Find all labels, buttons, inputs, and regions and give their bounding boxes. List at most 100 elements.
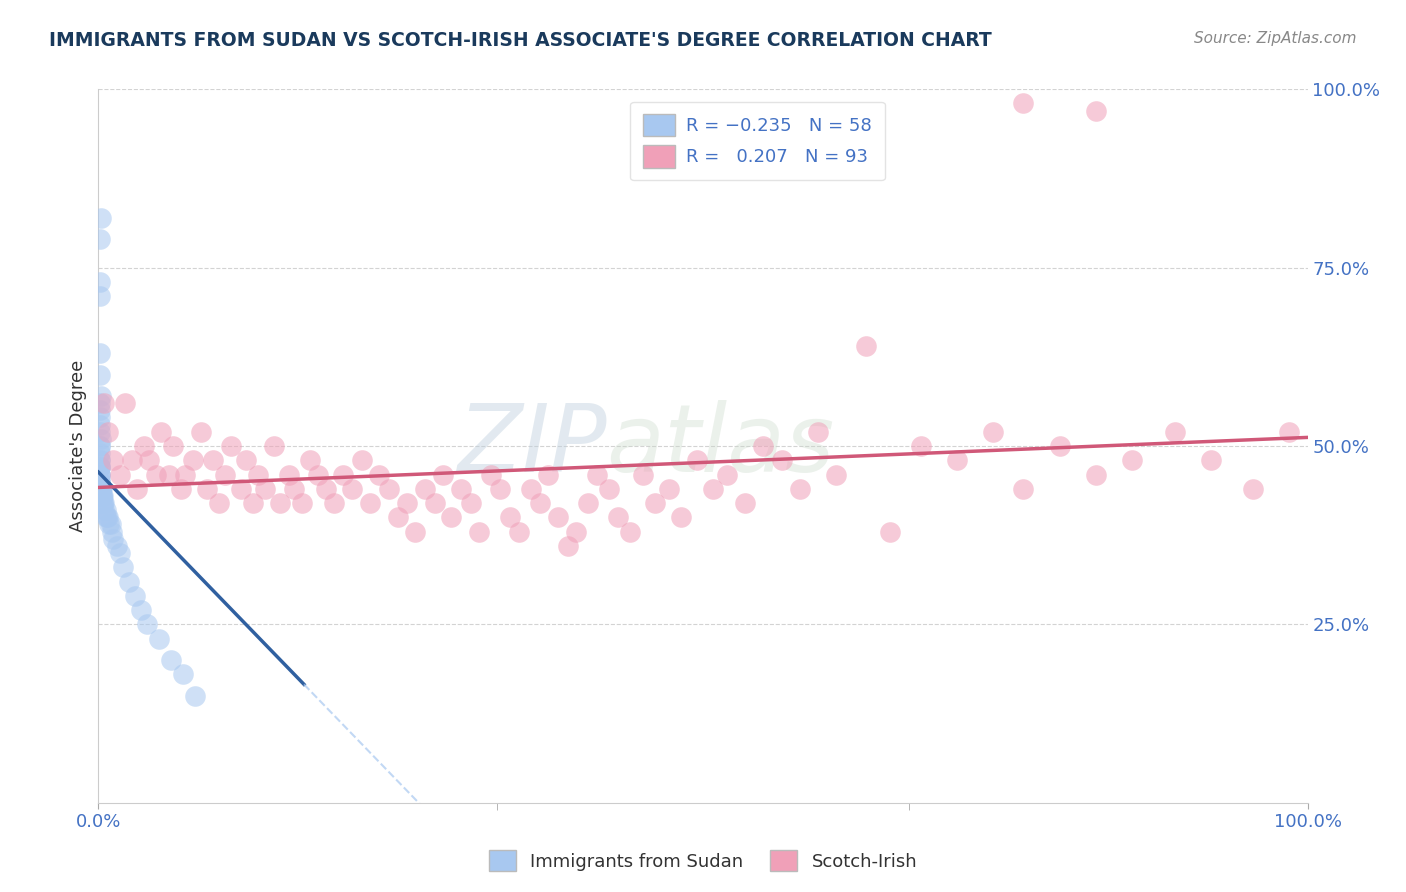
- Point: [254, 482, 277, 496]
- Point: [100, 524, 122, 539]
- Point: [395, 496, 418, 510]
- Point: [89, 460, 111, 475]
- Point: [1163, 425, 1185, 439]
- Point: [89, 467, 111, 482]
- Point: [118, 574, 141, 589]
- Point: [734, 496, 756, 510]
- Point: [138, 453, 160, 467]
- Point: [114, 396, 136, 410]
- Point: [202, 453, 225, 467]
- Point: [90, 389, 112, 403]
- Point: [607, 510, 630, 524]
- Point: [93, 396, 115, 410]
- Point: [97, 425, 120, 439]
- Point: [90, 482, 112, 496]
- Point: [770, 453, 793, 467]
- Point: [129, 603, 152, 617]
- Point: [90, 211, 112, 225]
- Point: [404, 524, 426, 539]
- Point: [90, 432, 112, 446]
- Point: [283, 482, 305, 496]
- Point: [716, 467, 738, 482]
- Y-axis label: Associate's Degree: Associate's Degree: [69, 359, 87, 533]
- Point: [807, 425, 830, 439]
- Point: [342, 482, 364, 496]
- Point: [91, 489, 114, 503]
- Legend: R = −0.235   N = 58, R =   0.207   N = 93: R = −0.235 N = 58, R = 0.207 N = 93: [630, 102, 884, 180]
- Point: [105, 539, 128, 553]
- Point: [308, 467, 330, 482]
- Point: [789, 482, 811, 496]
- Point: [89, 460, 111, 475]
- Point: [91, 489, 114, 503]
- Point: [124, 589, 146, 603]
- Legend: Immigrants from Sudan, Scotch-Irish: Immigrants from Sudan, Scotch-Irish: [481, 843, 925, 879]
- Point: [208, 496, 231, 510]
- Point: [134, 439, 156, 453]
- Point: [91, 496, 114, 510]
- Point: [89, 232, 111, 246]
- Point: [89, 453, 111, 467]
- Point: [332, 467, 354, 482]
- Point: [145, 467, 167, 482]
- Point: [278, 467, 301, 482]
- Point: [181, 453, 204, 467]
- Point: [299, 453, 322, 467]
- Point: [157, 467, 180, 482]
- Text: IMMIGRANTS FROM SUDAN VS SCOTCH-IRISH ASSOCIATE'S DEGREE CORRELATION CHART: IMMIGRANTS FROM SUDAN VS SCOTCH-IRISH AS…: [49, 31, 993, 50]
- Point: [100, 517, 122, 532]
- Text: atlas: atlas: [606, 401, 835, 491]
- Point: [529, 496, 551, 510]
- Point: [94, 510, 117, 524]
- Point: [91, 489, 114, 503]
- Point: [1012, 96, 1035, 111]
- Point: [423, 496, 446, 510]
- Point: [377, 482, 399, 496]
- Point: [1121, 453, 1143, 467]
- Point: [160, 653, 183, 667]
- Point: [93, 503, 115, 517]
- Point: [368, 467, 391, 482]
- Point: [89, 467, 111, 482]
- Point: [413, 482, 436, 496]
- Point: [1241, 482, 1264, 496]
- Point: [89, 396, 111, 410]
- Point: [94, 503, 117, 517]
- Point: [89, 425, 111, 439]
- Point: [1085, 103, 1108, 118]
- Text: ZIP: ZIP: [457, 401, 606, 491]
- Point: [91, 496, 114, 510]
- Point: [89, 439, 111, 453]
- Point: [89, 453, 111, 467]
- Point: [221, 439, 243, 453]
- Point: [360, 496, 382, 510]
- Point: [520, 482, 543, 496]
- Point: [91, 482, 114, 496]
- Point: [619, 524, 641, 539]
- Point: [89, 403, 111, 417]
- Point: [290, 496, 312, 510]
- Point: [825, 467, 848, 482]
- Point: [89, 410, 111, 425]
- Point: [89, 368, 111, 382]
- Point: [855, 339, 877, 353]
- Point: [658, 482, 681, 496]
- Point: [229, 482, 252, 496]
- Point: [89, 467, 111, 482]
- Point: [242, 496, 264, 510]
- Point: [89, 439, 111, 453]
- Point: [450, 482, 472, 496]
- Point: [1012, 482, 1035, 496]
- Point: [1199, 453, 1222, 467]
- Point: [89, 346, 111, 360]
- Point: [585, 467, 607, 482]
- Point: [214, 467, 236, 482]
- Point: [190, 425, 212, 439]
- Point: [1085, 467, 1108, 482]
- Point: [247, 467, 270, 482]
- Point: [108, 467, 131, 482]
- Point: [135, 617, 157, 632]
- Point: [101, 532, 124, 546]
- Point: [432, 467, 454, 482]
- Point: [269, 496, 291, 510]
